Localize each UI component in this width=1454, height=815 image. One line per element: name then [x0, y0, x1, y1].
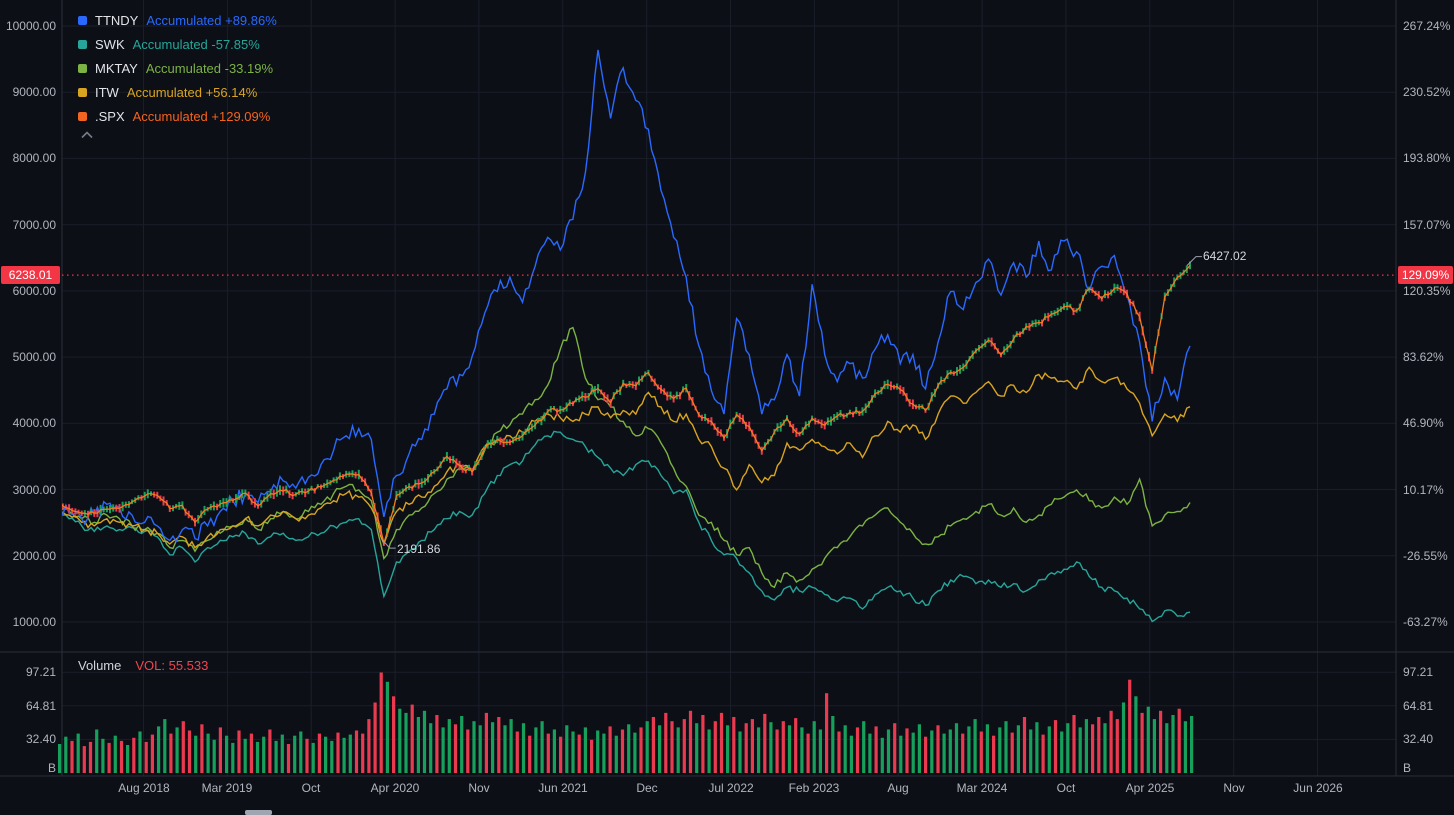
- volume-tick: 97.21: [25, 665, 56, 679]
- price-tick: 1000.00: [12, 615, 56, 629]
- legend-accumulated: Accumulated +56.14%: [126, 84, 258, 100]
- volume-tick: 97.21: [1403, 665, 1434, 679]
- legend-collapse-button[interactable]: [80, 127, 96, 139]
- price-tick: 8000.00: [12, 151, 56, 165]
- series-color-swatch: [78, 63, 87, 73]
- price-label-high: 6427.02: [1203, 249, 1247, 263]
- time-tick: Apr 2025: [1125, 781, 1175, 795]
- volume-unit: B: [1403, 761, 1412, 775]
- price-tick: 2000.00: [12, 549, 56, 563]
- percent-tick: 83.62%: [1403, 350, 1444, 364]
- legend-accumulated: Accumulated -33.19%: [145, 60, 274, 76]
- volume-tick: 64.81: [25, 699, 56, 713]
- percent-tick: 157.07%: [1403, 218, 1451, 232]
- volume-unit: B: [47, 761, 56, 775]
- annotation-pointer-high: [1186, 256, 1202, 267]
- legend-item-ttndy[interactable]: TTNDY Accumulated +89.86%: [78, 8, 277, 32]
- legend-item-mktay[interactable]: MKTAY Accumulated -33.19%: [78, 56, 277, 80]
- price-tick: 5000.00: [12, 350, 56, 364]
- time-tick: Nov: [468, 781, 490, 795]
- series-spx-line: [62, 264, 1191, 546]
- volume-bars: [58, 672, 1194, 773]
- volume-value: VOL: 55.533: [135, 658, 209, 673]
- price-tick: 4000.00: [12, 416, 56, 430]
- time-tick: Mar 2019: [201, 781, 253, 795]
- series-color-swatch: [78, 87, 87, 97]
- time-tick: Nov: [1223, 781, 1245, 795]
- price-label-low: 2191.86: [397, 542, 441, 556]
- legend-symbol: MKTAY: [95, 60, 138, 76]
- pane-borders: [0, 0, 1454, 777]
- right-percent-axis[interactable]: [1396, 0, 1454, 776]
- price-tick: 7000.00: [12, 218, 56, 232]
- percent-tick: 230.52%: [1403, 85, 1451, 99]
- price-tick: 6000.00: [12, 284, 56, 298]
- volume-title: Volume: [78, 658, 122, 673]
- legend-item-itw[interactable]: ITW Accumulated +56.14%: [78, 80, 277, 104]
- time-tick: Aug 2018: [118, 781, 170, 795]
- time-tick: Jul 2022: [708, 781, 754, 795]
- legend-symbol: ITW: [95, 84, 119, 100]
- volume-tick: 32.40: [25, 732, 56, 746]
- current-price-badge: 6238.01: [1, 266, 60, 284]
- price-tick: 9000.00: [12, 85, 56, 99]
- time-tick: Aug: [887, 781, 909, 795]
- time-tick: Oct: [301, 781, 321, 795]
- percent-tick: 10.17%: [1403, 483, 1444, 497]
- series-swk-line: [62, 430, 1191, 623]
- series-color-swatch: [78, 111, 87, 121]
- series-color-swatch: [78, 15, 87, 25]
- time-tick: Dec: [636, 781, 658, 795]
- chevron-up-icon: [81, 131, 93, 139]
- percent-tick: 120.35%: [1403, 284, 1451, 298]
- volume-tick: 32.40: [1403, 732, 1434, 746]
- left-price-axis[interactable]: [0, 0, 62, 776]
- price-tick: 10000.00: [5, 19, 56, 33]
- scrollbar-thumb[interactable]: [245, 810, 272, 815]
- percent-tick: 267.24%: [1403, 19, 1451, 33]
- compare-legend: TTNDY Accumulated +89.86% SWK Accumulated -…: [78, 8, 277, 128]
- legend-item-swk[interactable]: SWK Accumulated -57.85%: [78, 32, 277, 56]
- time-tick: Jun 2021: [538, 781, 588, 795]
- legend-accumulated: Accumulated -57.85%: [132, 36, 260, 52]
- percent-tick: 193.80%: [1403, 151, 1451, 165]
- legend-accumulated: Accumulated +89.86%: [146, 12, 277, 28]
- series-itw-line: [62, 366, 1191, 549]
- time-tick: Mar 2024: [956, 781, 1008, 795]
- legend-symbol: SWK: [95, 36, 125, 52]
- price-tick: 3000.00: [12, 483, 56, 497]
- percent-tick: 46.90%: [1403, 416, 1444, 430]
- annotation-pointer-low: [381, 538, 396, 549]
- legend-symbol: .SPX: [95, 108, 125, 124]
- current-percent-badge: 129.09%: [1398, 266, 1453, 284]
- time-tick: Oct: [1056, 781, 1076, 795]
- legend-symbol: TTNDY: [95, 12, 139, 28]
- time-tick: Apr 2020: [370, 781, 420, 795]
- time-tick: Jun 2026: [1293, 781, 1343, 795]
- time-tick: Feb 2023: [788, 781, 840, 795]
- percent-tick: -63.27%: [1403, 615, 1448, 629]
- volume-header: Volume VOL: 55.533: [78, 658, 208, 673]
- percent-tick: -26.55%: [1403, 549, 1448, 563]
- legend-item-spx[interactable]: .SPX Accumulated +129.09%: [78, 104, 277, 128]
- volume-tick: 64.81: [1403, 699, 1434, 713]
- series-color-swatch: [78, 39, 87, 49]
- legend-accumulated: Accumulated +129.09%: [132, 108, 271, 124]
- series-mktay-line: [62, 326, 1191, 589]
